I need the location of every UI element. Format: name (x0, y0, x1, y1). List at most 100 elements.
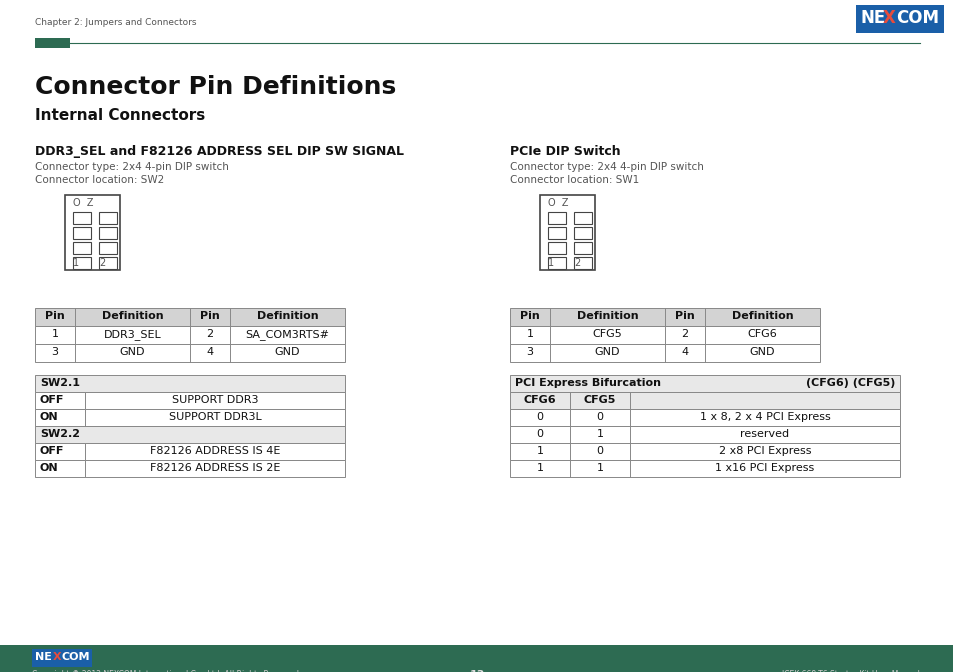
Bar (35, 375, 345, 392)
Text: 2: 2 (680, 329, 688, 339)
Text: GND: GND (594, 347, 619, 357)
Text: COM: COM (895, 9, 938, 27)
Text: reserved: reserved (740, 429, 789, 439)
Bar (32, 649, 91, 667)
Text: 1 x 8, 2 x 4 PCI Express: 1 x 8, 2 x 4 PCI Express (699, 412, 829, 422)
Text: CFG5: CFG5 (592, 329, 621, 339)
Text: 1: 1 (526, 329, 533, 339)
Text: Connector type: 2x4 4-pin DIP switch: Connector type: 2x4 4-pin DIP switch (510, 162, 703, 172)
Text: CFG5: CFG5 (583, 395, 616, 405)
Bar (85, 392, 345, 409)
Bar (35, 409, 85, 426)
Bar (85, 443, 345, 460)
Text: Internal Connectors: Internal Connectors (35, 108, 205, 123)
Text: X: X (53, 652, 62, 662)
Text: Connector type: 2x4 4-pin DIP switch: Connector type: 2x4 4-pin DIP switch (35, 162, 229, 172)
Text: F82126 ADDRESS IS 2E: F82126 ADDRESS IS 2E (150, 463, 280, 473)
Bar (574, 212, 592, 224)
Text: 3: 3 (51, 347, 58, 357)
Text: NE: NE (861, 9, 885, 27)
Text: GND: GND (120, 347, 145, 357)
Bar (510, 409, 899, 426)
Text: ON: ON (40, 412, 58, 422)
Bar (574, 257, 592, 269)
Text: 1: 1 (536, 463, 543, 473)
Text: O  Z: O Z (73, 198, 93, 208)
Bar (35, 443, 85, 460)
Bar (539, 195, 595, 270)
Text: 0: 0 (596, 412, 603, 422)
Text: CFG6: CFG6 (747, 329, 777, 339)
Bar (35, 326, 345, 344)
Text: Definition: Definition (256, 311, 318, 321)
Text: Pin: Pin (675, 311, 694, 321)
Text: Connector location: SW2: Connector location: SW2 (35, 175, 164, 185)
Text: Chapter 2: Jumpers and Connectors: Chapter 2: Jumpers and Connectors (35, 18, 196, 27)
Bar (547, 257, 565, 269)
Text: SUPPORT DDR3: SUPPORT DDR3 (172, 395, 258, 405)
Bar (65, 195, 120, 270)
Text: Definition: Definition (102, 311, 163, 321)
Text: DDR3_SEL and F82126 ADDRESS SEL DIP SW SIGNAL: DDR3_SEL and F82126 ADDRESS SEL DIP SW S… (35, 145, 403, 158)
Bar (73, 242, 91, 254)
Text: 1: 1 (547, 258, 554, 268)
Text: 1 x16 PCI Express: 1 x16 PCI Express (715, 463, 814, 473)
Bar (73, 212, 91, 224)
Text: 0: 0 (596, 446, 603, 456)
Bar (99, 212, 117, 224)
Bar (99, 257, 117, 269)
Bar (510, 326, 820, 344)
Text: ICEK 668-T6 Starter Kit User Manual: ICEK 668-T6 Starter Kit User Manual (781, 670, 919, 672)
Bar (547, 212, 565, 224)
Bar (35, 38, 70, 48)
Bar (35, 308, 345, 326)
Text: PCI Express Bifurcation: PCI Express Bifurcation (515, 378, 660, 388)
Text: 1: 1 (51, 329, 58, 339)
Bar (855, 5, 943, 33)
Text: 1: 1 (596, 463, 603, 473)
Text: 0: 0 (536, 412, 543, 422)
Bar (510, 308, 820, 326)
Bar (85, 409, 345, 426)
Bar (510, 344, 820, 362)
Text: OFF: OFF (40, 446, 64, 456)
Text: GND: GND (274, 347, 300, 357)
Text: Connector location: SW1: Connector location: SW1 (510, 175, 639, 185)
Bar (510, 375, 899, 392)
Text: CFG6: CFG6 (523, 395, 556, 405)
Text: DDR3_SEL: DDR3_SEL (104, 329, 161, 340)
Text: 4: 4 (206, 347, 213, 357)
Text: 4: 4 (680, 347, 688, 357)
Text: 1: 1 (73, 258, 79, 268)
Bar (99, 242, 117, 254)
Text: 13: 13 (469, 670, 484, 672)
Bar (99, 227, 117, 239)
Text: SA_COM3RTS#: SA_COM3RTS# (245, 329, 329, 340)
Text: SUPPORT DDR3L: SUPPORT DDR3L (169, 412, 261, 422)
Text: Definition: Definition (731, 311, 793, 321)
Text: OFF: OFF (40, 395, 64, 405)
Bar (35, 426, 345, 443)
Bar (35, 344, 345, 362)
Text: Definition: Definition (576, 311, 638, 321)
Text: (CFG6) (CFG5): (CFG6) (CFG5) (804, 378, 894, 388)
Bar (510, 392, 899, 409)
Text: 1: 1 (536, 446, 543, 456)
Text: NE: NE (35, 652, 51, 662)
Text: F82126 ADDRESS IS 4E: F82126 ADDRESS IS 4E (150, 446, 280, 456)
Text: 3: 3 (526, 347, 533, 357)
Bar (35, 392, 85, 409)
Bar (510, 426, 899, 443)
Text: O  Z: O Z (547, 198, 568, 208)
Text: 2: 2 (206, 329, 213, 339)
Text: 0: 0 (536, 429, 543, 439)
Text: 2: 2 (574, 258, 579, 268)
Bar (85, 460, 345, 477)
Bar (0, 645, 953, 672)
Bar (73, 257, 91, 269)
Text: SW2.2: SW2.2 (40, 429, 80, 439)
Text: COM: COM (62, 652, 91, 662)
Text: PCIe DIP Switch: PCIe DIP Switch (510, 145, 620, 158)
Bar (510, 460, 899, 477)
Bar (574, 227, 592, 239)
